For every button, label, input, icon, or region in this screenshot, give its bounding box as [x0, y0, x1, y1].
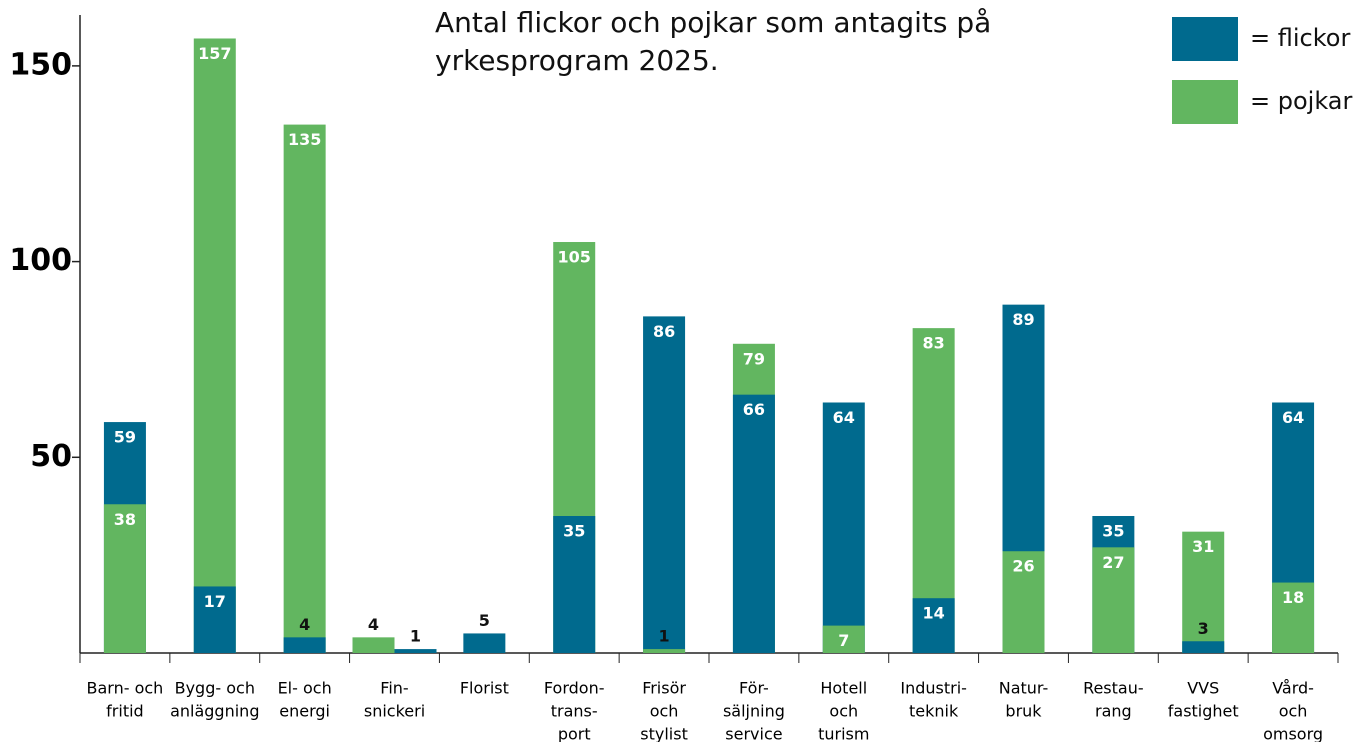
value-label: 1 [659, 627, 670, 646]
value-label: 18 [1282, 588, 1304, 607]
value-label: 5 [479, 611, 490, 630]
x-tick-label: fastighet [1168, 702, 1239, 721]
x-tick-label: och [1279, 702, 1308, 721]
bar [643, 316, 686, 653]
x-tick-label: Fordon- [544, 679, 605, 698]
bar [1272, 582, 1315, 653]
bar [193, 38, 236, 653]
x-tick-label: rang [1095, 702, 1132, 721]
bar [553, 516, 596, 653]
value-label: 157 [198, 44, 231, 63]
x-tick-label: säljning [723, 702, 785, 721]
x-tick-label: fritid [106, 702, 144, 721]
legend-label: = pojkar [1250, 87, 1353, 115]
value-label: 31 [1192, 537, 1214, 556]
x-tick-label: Florist [460, 679, 509, 698]
value-label: 17 [204, 592, 226, 611]
bar [352, 637, 395, 653]
value-label: 79 [743, 349, 765, 368]
value-label: 4 [368, 615, 379, 634]
value-label: 4 [299, 615, 310, 634]
bar [912, 598, 955, 653]
value-label: 135 [288, 130, 321, 149]
bar [283, 124, 326, 653]
value-label: 38 [114, 510, 136, 529]
bar [283, 637, 326, 653]
value-label: 35 [563, 522, 585, 541]
value-label: 26 [1012, 557, 1034, 576]
x-tick-label: trans- [551, 702, 598, 721]
bar [394, 649, 437, 653]
x-tick-label: omsorg [1263, 725, 1323, 742]
value-label: 27 [1102, 553, 1124, 572]
value-label: 7 [838, 631, 849, 650]
x-tick-label: Industri- [900, 679, 967, 698]
value-label: 14 [923, 604, 945, 623]
x-tick-label: teknik [909, 702, 959, 721]
x-tick-label: anläggning [170, 702, 259, 721]
x-tick-label: energi [279, 702, 330, 721]
value-label: 64 [833, 408, 855, 427]
x-tick-label: stylist [640, 725, 688, 742]
x-tick-label: Bygg- och [175, 679, 255, 698]
x-tick-label: service [725, 725, 782, 742]
legend-swatch [1172, 17, 1238, 61]
bar [193, 586, 236, 653]
value-label: 66 [743, 400, 765, 419]
y-tick-label: 100 [9, 243, 72, 278]
legend-swatch [1172, 80, 1238, 124]
x-tick-label: port [558, 725, 591, 742]
x-tick-label: Barn- och [87, 679, 164, 698]
bar [1002, 551, 1045, 653]
x-tick-label: Hotell [820, 679, 867, 698]
x-tick-label: bruk [1005, 702, 1042, 721]
bar [1092, 547, 1135, 653]
bar [732, 394, 775, 653]
x-tick-label: och [650, 702, 679, 721]
value-label: 64 [1282, 408, 1304, 427]
x-tick-label: Fin- [380, 679, 408, 698]
value-label: 89 [1012, 310, 1034, 329]
value-label: 105 [558, 248, 591, 267]
legend-label: = flickor [1250, 24, 1350, 52]
x-tick-label: turism [818, 725, 869, 742]
bar [822, 625, 865, 653]
chart-title: Antal flickor och pojkar som antagits på… [435, 6, 992, 77]
bar [822, 402, 865, 653]
value-label: 35 [1102, 522, 1124, 541]
x-tick-label: El- och [278, 679, 332, 698]
bar [463, 633, 506, 653]
value-label: 3 [1198, 619, 1209, 638]
x-tick-label: Natur- [999, 679, 1049, 698]
x-tick-label: För- [739, 679, 769, 698]
value-label: 1 [410, 627, 421, 646]
x-tick-label: Frisör [642, 679, 686, 698]
bar [103, 504, 146, 653]
bar [1182, 531, 1225, 653]
x-tick-label: Vård- [1272, 679, 1314, 698]
x-tick-label: och [829, 702, 858, 721]
y-tick-label: 50 [30, 439, 72, 474]
bar [643, 649, 686, 653]
value-label: 86 [653, 322, 675, 341]
x-tick-label: VVS [1187, 679, 1219, 698]
x-tick-label: Restau- [1083, 679, 1144, 698]
value-label: 59 [114, 428, 136, 447]
x-tick-label: snickeri [364, 702, 425, 721]
bar [1182, 641, 1225, 653]
value-label: 83 [923, 334, 945, 353]
y-tick-label: 150 [9, 47, 72, 82]
